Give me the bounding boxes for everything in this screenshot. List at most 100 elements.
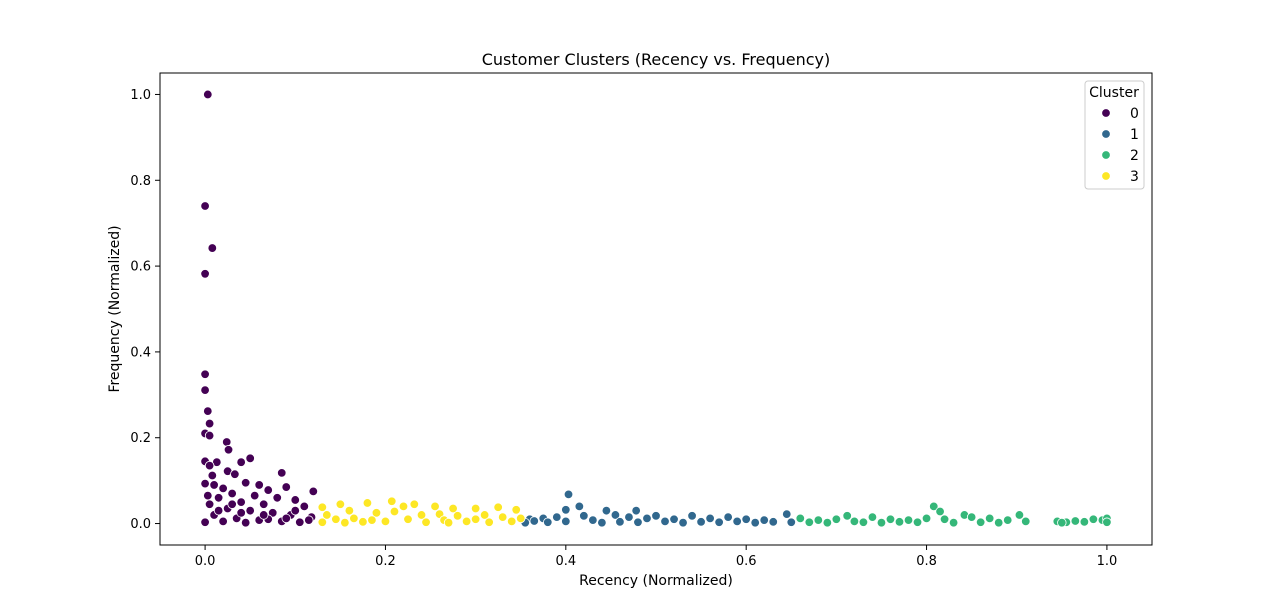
data-point: [448, 503, 458, 514]
data-point: [1014, 510, 1025, 520]
data-point: [903, 515, 914, 525]
data-point: [207, 470, 218, 481]
data-point: [245, 505, 255, 516]
data-point: [200, 478, 210, 489]
data-point: [299, 501, 309, 512]
data-point: [529, 516, 539, 526]
data-point: [574, 501, 585, 512]
data-point: [714, 517, 724, 527]
data-point: [633, 517, 643, 527]
data-point: [317, 517, 328, 527]
data-point: [563, 489, 574, 500]
data-point: [631, 505, 641, 516]
data-point: [223, 445, 234, 455]
x-tick-label: 0.8: [916, 554, 937, 569]
data-point: [470, 514, 481, 524]
data-point: [218, 483, 228, 494]
data-point: [759, 515, 769, 525]
x-tick-label: 0.2: [375, 554, 396, 569]
data-point: [236, 457, 246, 467]
data-point: [795, 513, 805, 524]
data-point: [552, 512, 562, 522]
data-point: [230, 469, 240, 479]
data-point: [254, 480, 264, 490]
data-point: [543, 517, 553, 527]
data-point: [601, 505, 612, 516]
data-point: [1102, 517, 1112, 527]
data-point: [948, 517, 959, 528]
data-point: [259, 499, 269, 509]
x-axis-title: Recency (Normalized): [579, 573, 733, 589]
x-tick-label: 0.0: [195, 554, 216, 569]
data-point: [398, 501, 409, 512]
data-point: [687, 511, 697, 521]
y-tick-label: 0.8: [130, 174, 151, 189]
data-point: [678, 517, 688, 528]
data-point: [461, 516, 472, 527]
data-point: [204, 499, 215, 509]
data-point: [340, 517, 350, 528]
y-axis-title: Frequency (Normalized): [107, 225, 123, 392]
data-point: [507, 516, 517, 527]
points-layer: [200, 89, 1112, 528]
data-point: [245, 453, 255, 464]
data-point: [858, 517, 869, 527]
data-point: [204, 460, 215, 471]
data-point: [403, 514, 413, 524]
data-point: [813, 515, 824, 525]
legend-marker: [1101, 129, 1111, 139]
legend-label: 1: [1130, 127, 1139, 143]
data-point: [263, 485, 273, 495]
data-point: [984, 513, 995, 524]
data-point: [597, 517, 607, 528]
data-point: [430, 501, 440, 512]
y-axis-ticks: 0.0 0.2 0.4 0.6 0.8 1.0: [130, 88, 160, 532]
data-point: [912, 517, 923, 527]
data-point: [993, 517, 1004, 528]
data-point: [876, 517, 887, 528]
data-point: [651, 511, 661, 521]
data-point: [579, 511, 589, 521]
legend-items: 0 1 2 3: [1101, 106, 1139, 185]
data-point: [849, 516, 860, 527]
data-point: [935, 506, 945, 517]
data-point: [322, 510, 332, 520]
y-tick-label: 0.6: [130, 260, 151, 275]
data-point: [367, 515, 377, 525]
data-point: [349, 513, 359, 524]
data-point: [203, 406, 213, 416]
data-point: [615, 517, 625, 527]
data-point: [290, 505, 300, 516]
x-axis-ticks: 0.0 0.2 0.4 0.6 0.8 1.0: [195, 545, 1117, 569]
data-point: [561, 505, 571, 515]
data-point: [786, 517, 796, 527]
data-point: [213, 505, 224, 516]
y-tick-label: 1.0: [130, 88, 151, 103]
data-point: [380, 516, 391, 527]
x-tick-label: 0.4: [555, 554, 576, 569]
data-point: [493, 502, 503, 512]
plot-frame: [159, 72, 1153, 546]
y-tick-label: 0.0: [130, 517, 151, 532]
data-point: [966, 512, 977, 522]
data-point: [277, 468, 287, 478]
data-point: [304, 515, 314, 525]
data-point: [389, 506, 400, 517]
data-point: [588, 515, 598, 525]
data-point: [660, 516, 670, 527]
data-point: [213, 493, 224, 503]
data-point: [317, 502, 328, 512]
data-point: [1057, 517, 1067, 528]
data-point: [421, 517, 431, 527]
data-point: [236, 508, 246, 518]
data-point: [696, 517, 706, 527]
data-point: [867, 512, 878, 522]
legend-marker: [1101, 171, 1111, 181]
legend-title: Cluster: [1089, 85, 1139, 101]
data-point: [240, 478, 251, 488]
data-point: [804, 517, 815, 527]
data-point: [929, 501, 939, 512]
y-tick-label: 0.4: [130, 345, 151, 360]
legend-label: 2: [1130, 148, 1139, 164]
data-point: [268, 508, 278, 518]
